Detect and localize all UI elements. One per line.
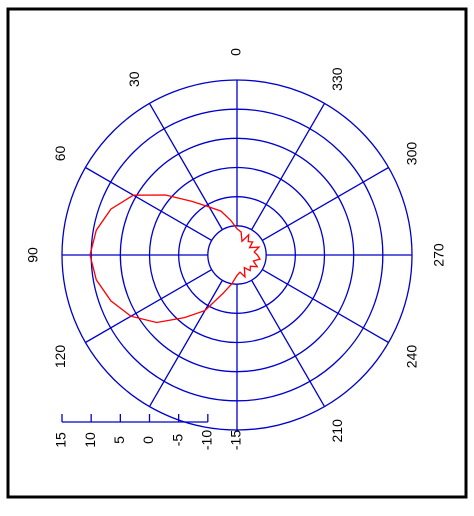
angle-label: 90 (25, 247, 41, 263)
r-tick-label: 15 (53, 432, 69, 448)
grid-spoke (85, 166, 213, 241)
r-tick-label: 0 (140, 436, 156, 444)
grid-spoke (261, 269, 389, 344)
pattern-trace (89, 194, 262, 324)
angle-label: 240 (404, 345, 420, 369)
angle-label: 210 (329, 419, 345, 443)
r-tick-label: -10 (199, 430, 215, 450)
r-tick-label: 10 (82, 432, 98, 448)
grid-spoke (148, 103, 223, 231)
angle-label: 330 (329, 67, 345, 91)
angle-label: 120 (52, 345, 68, 369)
r-tick-label: 5 (111, 436, 127, 444)
grid-spoke (261, 166, 389, 241)
angle-label: 0 (228, 48, 244, 56)
grid-spoke (251, 103, 326, 231)
grid-spoke (85, 269, 213, 344)
grid-spoke (251, 279, 326, 407)
r-tick-label: -5 (169, 434, 185, 447)
angle-label: 60 (52, 146, 68, 162)
angle-label: 30 (126, 71, 142, 87)
angle-label: 300 (404, 142, 420, 166)
r-tick-label: -15 (228, 430, 244, 450)
grid-spoke (148, 279, 223, 407)
angle-label: 270 (431, 243, 447, 267)
